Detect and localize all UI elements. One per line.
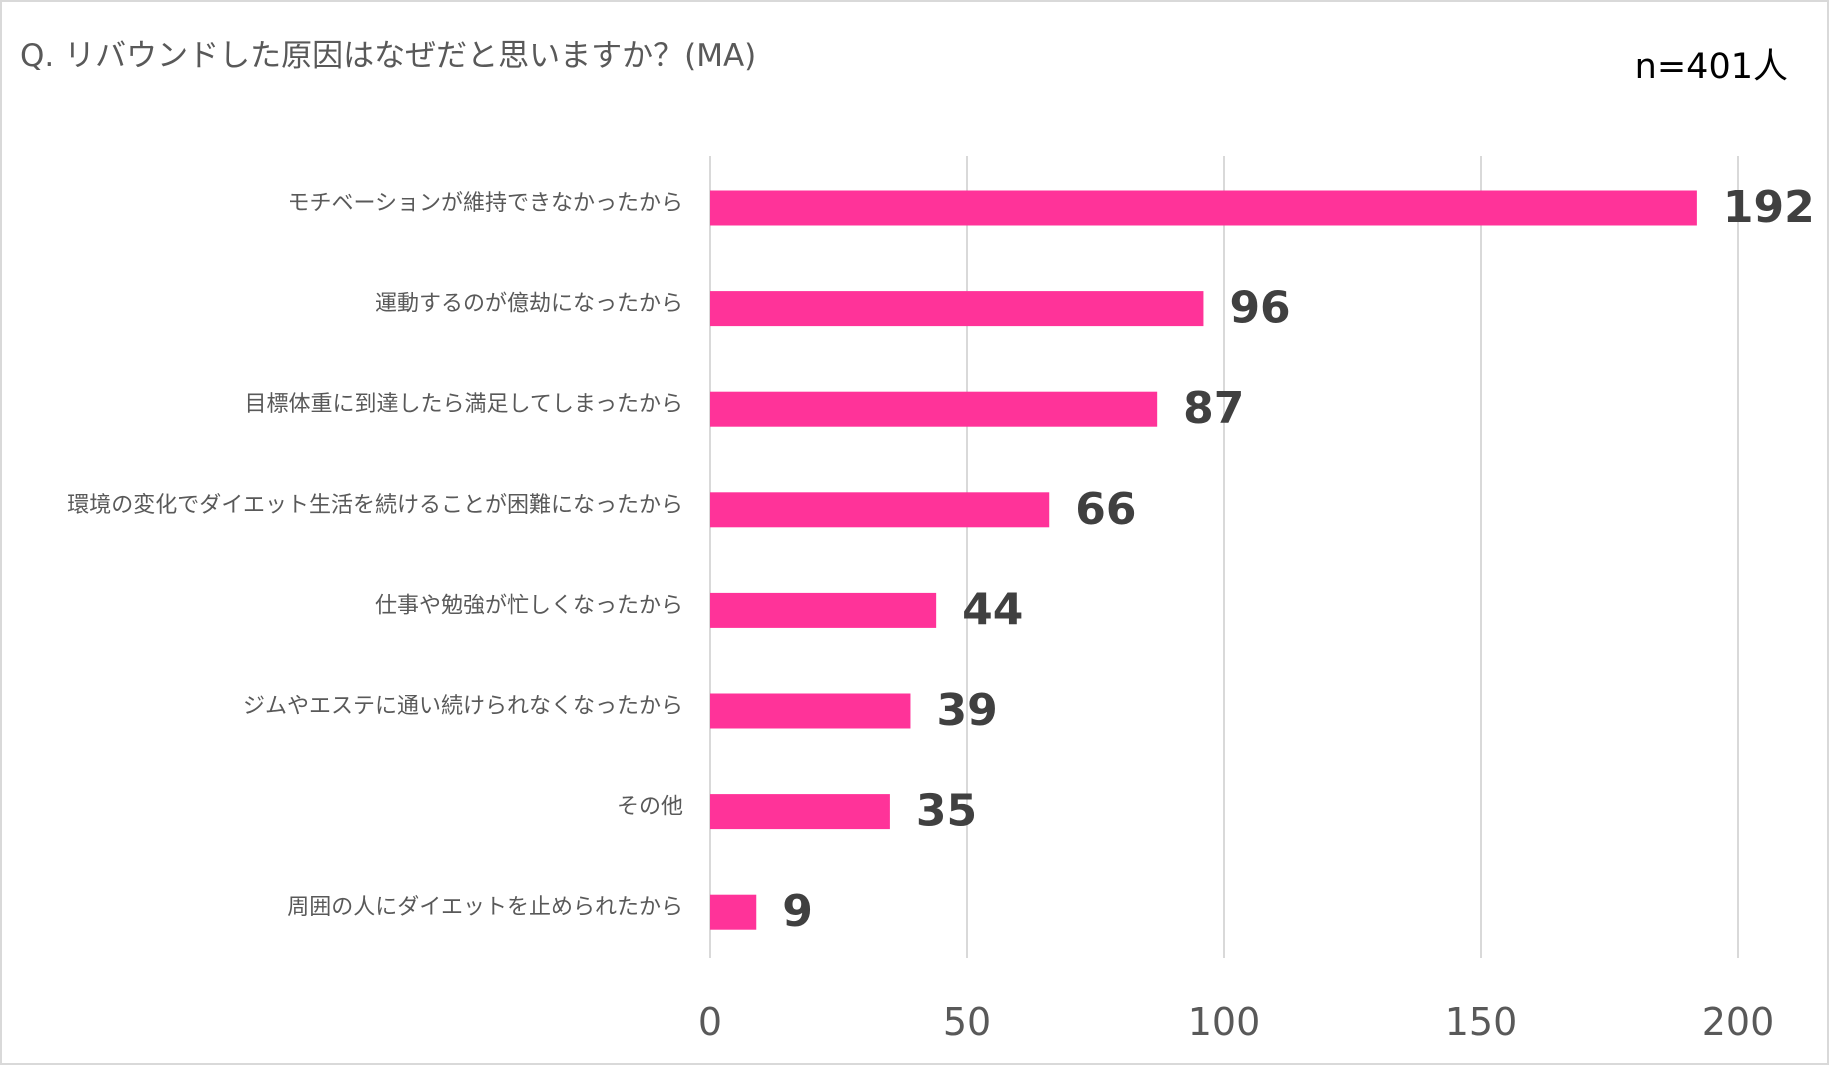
- labels: 0 50 100 150 200 モチベーションが維持できなかったから 192 運動するのが億…: [67, 182, 1815, 1044]
- data-label: 96: [1229, 283, 1290, 334]
- data-label: 87: [1183, 383, 1244, 434]
- x-tick-label: 100: [1188, 1000, 1261, 1044]
- bar: [710, 592, 937, 628]
- category-label: ジムやエステに通い続けられなくなったから: [243, 694, 683, 719]
- data-label: 44: [962, 584, 1023, 635]
- chart-title: Q. リバウンドした原因はなぜだと思いますか？(MA): [20, 38, 757, 74]
- category-label: その他: [617, 795, 683, 820]
- x-tick-label: 0: [698, 1000, 722, 1044]
- bar: [710, 794, 890, 830]
- gridlines: [709, 156, 1739, 958]
- category-label: 仕事や勉強が忙しくなったから: [375, 593, 683, 618]
- data-label: 66: [1075, 484, 1136, 535]
- data-label: 9: [782, 886, 813, 937]
- category-label: モチベーションが維持できなかったから: [287, 191, 683, 216]
- category-label: 目標体重に到達したら満足してしまったから: [245, 392, 683, 417]
- bar: [710, 693, 911, 729]
- data-label: 192: [1723, 182, 1815, 233]
- bar: [710, 492, 1050, 528]
- x-tick-label: 50: [943, 1000, 991, 1044]
- category-label: 運動するのが億劫になったから: [375, 292, 683, 317]
- bar: [710, 190, 1697, 226]
- bar: [710, 894, 757, 930]
- sample-size-label: n=401人: [1634, 47, 1788, 87]
- bars: [710, 190, 1697, 930]
- bar: [710, 391, 1158, 427]
- x-tick-label: 150: [1445, 1000, 1518, 1044]
- bar: [710, 291, 1204, 327]
- category-label: 環境の変化でダイエット生活を続けることが困難になったから: [67, 493, 683, 518]
- category-label: 周囲の人にダイエットを止められたから: [287, 895, 683, 920]
- data-label: 39: [936, 685, 997, 736]
- x-tick-label: 200: [1702, 1000, 1775, 1044]
- data-label: 35: [916, 786, 977, 837]
